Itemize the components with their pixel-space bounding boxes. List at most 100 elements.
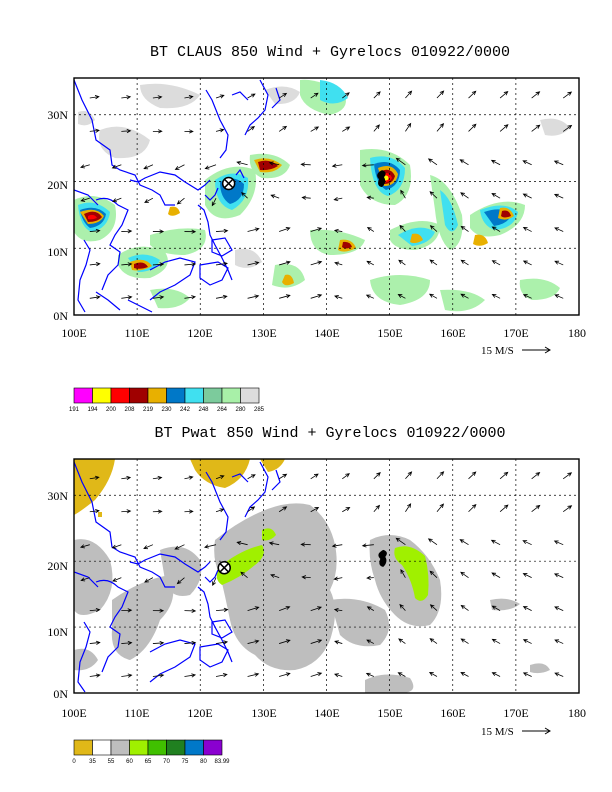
lon-labels: 100E 110E 120E 130E 140E 150E 160E 170E … [61,706,586,720]
wind-vector [89,95,100,100]
legend-label: 280 [235,407,246,413]
lon-label: 150E [377,706,402,720]
wind-scale: 15 M/S [481,726,551,738]
lon-label: 180 [568,326,586,340]
claus-cloud-field [74,79,570,312]
wind-vector [460,225,469,232]
storm-markers [221,170,386,191]
wind-vector [215,261,229,266]
legend-swatch [166,387,186,404]
wind-vector [522,639,532,644]
lon-label: 170E [503,706,528,720]
wind-vector [400,569,406,578]
lon-label: 120E [187,326,212,340]
wind-vector [522,573,532,579]
wind-vector [554,294,564,299]
wind-vector [366,639,375,644]
wind-vector [152,262,165,267]
legend-label: 200 [106,407,117,413]
wind-vector [429,259,438,266]
wind-vector [333,197,343,202]
wind-vector [522,672,532,677]
legend-label: 65 [145,759,152,765]
wind-vector [279,672,291,677]
wind-vector [373,91,381,99]
wind-vector [121,509,132,514]
wind-vector [184,608,197,613]
wind-vector [436,503,445,512]
wind-vector [89,262,101,267]
legend-swatch [129,739,149,756]
wind-vector [491,226,501,232]
wind-vector [247,506,256,513]
map-title: BT Pwat 850 Wind + Gyrelocs 010922/0000 [154,425,505,442]
wind-vector [429,604,438,611]
wind-vector [203,544,217,549]
wind-vector [236,160,248,166]
lon-label: 100E [61,706,86,720]
wind-vector [80,577,90,582]
wind-vector [405,122,412,132]
wind-vector [152,608,165,613]
wind-vector [279,639,291,644]
wind-vector [405,503,412,512]
wind-vector [366,195,374,200]
pwat-field [74,459,550,693]
wind-vector [522,260,532,266]
lat-label: 20N [47,178,68,192]
wind-vector [398,638,406,644]
wind-vector [310,227,323,232]
wind-vector [331,163,343,168]
wind-vector [152,640,165,646]
wind-vector [89,475,100,480]
wind-vector [89,607,101,613]
wind-vector [215,475,225,480]
wind-vector [184,129,194,134]
legend-label: 248 [198,407,209,413]
wind-vector [247,227,260,232]
wind-vector [522,606,532,611]
legend-label: 83.99 [214,759,230,765]
wind-vector [427,538,438,546]
wind-vector [310,260,323,266]
wind-vector [310,293,323,299]
wind-vector [144,577,154,583]
lon-label: 150E [377,326,402,340]
wind-vector [398,259,406,266]
legend-label: 60 [126,759,133,765]
gyreloc-cross [223,178,234,189]
wind-vector [366,260,375,266]
wind-vector [241,191,248,199]
lon-label: 120E [187,706,212,720]
legend-swatch [221,387,241,404]
wind-vector [491,572,501,578]
wind-vector [121,640,133,646]
legend-swatch [166,739,186,756]
wind-vector [373,124,380,132]
tropical-cyclone-icon [378,549,387,567]
wind-vector [334,673,343,678]
wind-vector [334,261,343,266]
wind-vector [491,605,501,611]
color-legend: 191 194 200 208 219 230 242 248 264 280 285 [69,387,265,413]
wind-vector [89,128,100,133]
wind-vector [490,539,501,546]
wind-vector [270,573,280,579]
lon-label: 100E [61,326,86,340]
wind-vector [522,160,532,166]
wind-vector [460,192,469,199]
map-frame [73,458,580,694]
grid-lines [74,459,579,693]
wind-vector [247,672,260,677]
wind-vector [460,293,469,299]
wind-vector [342,92,350,99]
lat-labels: 30N 20N 10N 0N [47,108,68,323]
wind-vector [331,543,343,548]
legend-swatch [129,387,149,404]
storm-markers [217,549,387,575]
wind-vector [184,475,194,480]
wind-vector [459,159,469,166]
wind-vector [397,672,406,677]
wind-vector [522,227,532,232]
wind-vector [468,123,477,132]
